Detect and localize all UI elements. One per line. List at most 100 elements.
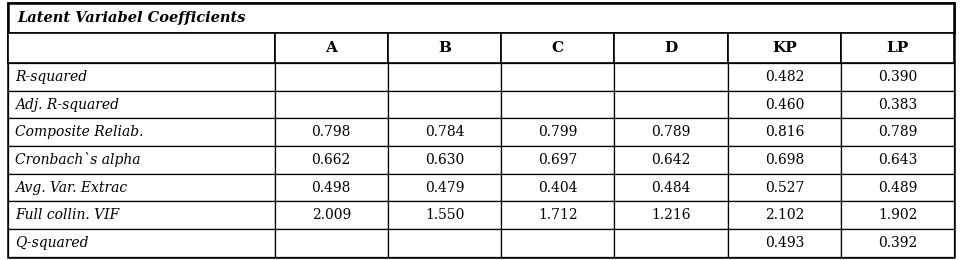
Bar [274,118,387,146]
Bar [727,33,840,63]
Text: KP: KP [771,41,796,55]
Bar [501,146,614,174]
Bar [387,146,501,174]
Bar [8,91,274,118]
Text: C: C [552,41,563,55]
Bar [614,63,727,91]
Text: B: B [437,41,451,55]
Bar [840,146,953,174]
Text: Q-squared: Q-squared [15,236,88,250]
Bar [727,229,840,257]
Bar [727,63,840,91]
Bar [387,91,501,118]
Text: 0.698: 0.698 [764,153,803,167]
Bar [727,174,840,202]
Bar [840,202,953,229]
Bar [614,91,727,118]
Text: 0.482: 0.482 [764,70,803,84]
Bar [274,202,387,229]
Bar [274,146,387,174]
Text: 0.630: 0.630 [425,153,463,167]
Text: 0.390: 0.390 [877,70,917,84]
Bar [8,146,274,174]
Text: 0.498: 0.498 [311,181,351,195]
Text: Composite Reliab.: Composite Reliab. [15,125,144,139]
Text: 2.102: 2.102 [764,208,803,222]
Bar [387,118,501,146]
Text: 0.789: 0.789 [651,125,690,139]
Text: 1.902: 1.902 [877,208,917,222]
Text: 0.484: 0.484 [651,181,690,195]
Bar [501,91,614,118]
Text: D: D [664,41,677,55]
Text: Latent Variabel Coefficients: Latent Variabel Coefficients [17,11,246,25]
Bar [8,63,274,91]
Bar [501,118,614,146]
Bar [727,146,840,174]
Bar [387,202,501,229]
Bar [614,33,727,63]
Text: 0.816: 0.816 [764,125,803,139]
Bar [274,63,387,91]
Bar [501,229,614,257]
Text: R-squared: R-squared [15,70,87,84]
Bar [840,229,953,257]
Bar [501,202,614,229]
Text: 1.712: 1.712 [537,208,577,222]
Bar [727,91,840,118]
Text: 0.460: 0.460 [764,98,803,112]
Text: Cronbach`s alpha: Cronbach`s alpha [15,152,140,167]
Bar [387,229,501,257]
Text: 0.662: 0.662 [311,153,351,167]
Bar [8,202,274,229]
Bar [8,33,274,63]
Bar [727,202,840,229]
Text: 2.009: 2.009 [311,208,351,222]
Text: Adj. R-squared: Adj. R-squared [15,98,119,112]
Bar [501,63,614,91]
Text: 0.799: 0.799 [537,125,577,139]
Bar [387,174,501,202]
Text: 0.642: 0.642 [651,153,690,167]
Text: 1.216: 1.216 [651,208,690,222]
Bar [274,91,387,118]
Text: 0.479: 0.479 [425,181,464,195]
Bar [274,174,387,202]
Bar [727,118,840,146]
Text: 0.527: 0.527 [764,181,803,195]
Bar [274,229,387,257]
Bar [840,63,953,91]
Bar [8,118,274,146]
Text: Full collin. VIF: Full collin. VIF [15,208,119,222]
Bar [8,174,274,202]
Bar [840,174,953,202]
Text: Avg. Var. Extrac: Avg. Var. Extrac [15,181,128,195]
Text: 0.383: 0.383 [877,98,917,112]
Bar [840,118,953,146]
Text: 0.798: 0.798 [311,125,351,139]
Bar [501,33,614,63]
Text: 0.784: 0.784 [425,125,464,139]
Text: A: A [325,41,336,55]
Bar [614,118,727,146]
Text: 0.404: 0.404 [537,181,577,195]
Bar [840,91,953,118]
Text: 0.489: 0.489 [877,181,917,195]
Text: LP: LP [886,41,908,55]
Text: 1.550: 1.550 [425,208,464,222]
Text: 0.643: 0.643 [877,153,917,167]
Bar [8,3,953,33]
Bar [614,174,727,202]
Bar [840,33,953,63]
Bar [387,33,501,63]
Bar [387,63,501,91]
Text: 0.493: 0.493 [764,236,803,250]
Text: 0.392: 0.392 [877,236,917,250]
Bar [501,174,614,202]
Text: 0.789: 0.789 [877,125,917,139]
Bar [274,33,387,63]
Text: 0.697: 0.697 [537,153,577,167]
Bar [614,146,727,174]
Bar [614,229,727,257]
Bar [8,229,274,257]
